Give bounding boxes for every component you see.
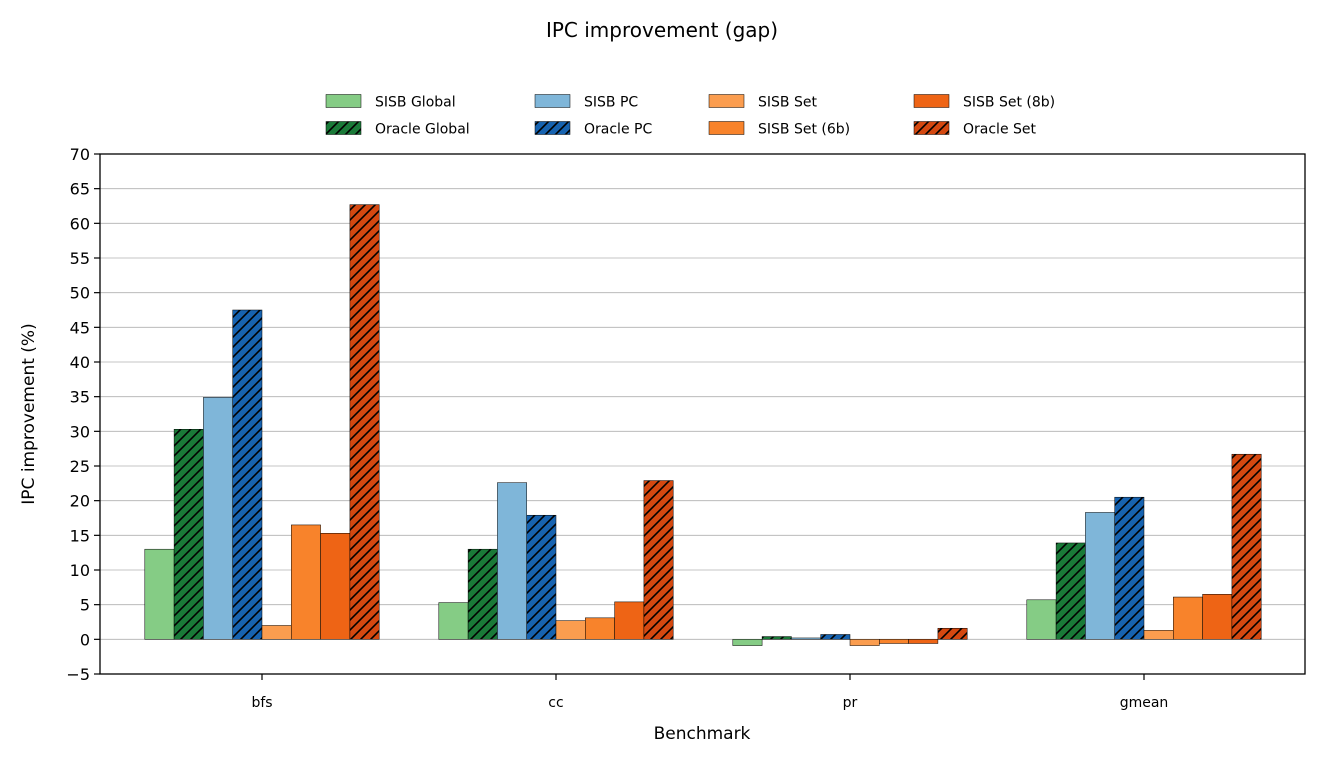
bar bbox=[261, 625, 292, 640]
legend-entry: Oracle Set bbox=[913, 121, 1037, 138]
legend-swatch-hatch bbox=[914, 121, 949, 135]
chart-title: IPC improvement (gap) bbox=[546, 18, 778, 42]
bar-hatch bbox=[820, 634, 850, 640]
bar-hatch bbox=[762, 636, 792, 640]
bars bbox=[144, 204, 1262, 646]
bar-hatch bbox=[1231, 454, 1262, 640]
bar bbox=[1085, 512, 1115, 640]
legend-swatch-hatch bbox=[535, 121, 570, 135]
legend-label: SISB PC bbox=[584, 95, 638, 111]
bar bbox=[791, 637, 821, 640]
bar bbox=[849, 639, 880, 646]
bar bbox=[203, 397, 233, 640]
y-tick-label: −5 bbox=[66, 665, 90, 684]
y-tick-label: 0 bbox=[80, 630, 90, 649]
y-tick-label: 25 bbox=[70, 457, 90, 476]
legend-entry: SISB Set bbox=[708, 94, 817, 111]
legend-label: SISB Set (8b) bbox=[963, 95, 1055, 111]
y-tick-label: 5 bbox=[80, 596, 90, 615]
y-tick-label: 15 bbox=[70, 526, 90, 545]
bar bbox=[438, 602, 469, 640]
legend-swatch bbox=[534, 94, 571, 108]
x-axis: bfs cc pr gmean bbox=[251, 674, 1168, 711]
y-tick-label: 10 bbox=[70, 561, 90, 580]
legend-label: SISB Set (6b) bbox=[758, 122, 850, 138]
bar bbox=[879, 639, 909, 644]
legend-label: Oracle Global bbox=[375, 122, 470, 138]
bar bbox=[1202, 594, 1233, 640]
y-tick-label: 35 bbox=[70, 388, 90, 407]
y-tick-label: 60 bbox=[70, 214, 90, 233]
plot-frame bbox=[99, 153, 1306, 675]
y-axis: −5 0 5 10 15 20 25 30 35 40 45 50 55 60 65 70 bbox=[66, 145, 100, 684]
legend-entry: Oracle Global bbox=[325, 121, 470, 138]
bar bbox=[585, 617, 615, 640]
y-tick-label: 65 bbox=[70, 180, 90, 199]
bar bbox=[1173, 596, 1203, 640]
x-tick-label: gmean bbox=[1120, 695, 1169, 711]
legend-entry: SISB Set (8b) bbox=[913, 94, 1055, 111]
bar-hatch bbox=[174, 429, 204, 640]
y-tick-label: 20 bbox=[70, 492, 90, 511]
bar-hatch bbox=[232, 310, 262, 640]
legend-label: Oracle PC bbox=[584, 122, 652, 138]
y-tick-label: 30 bbox=[70, 422, 90, 441]
legend-swatch bbox=[913, 94, 950, 108]
bar-hatch bbox=[643, 480, 674, 640]
legend: SISB Global Oracle Global SISB PC Oracle PC… bbox=[325, 94, 1055, 138]
bar bbox=[555, 620, 586, 640]
legend-swatch bbox=[708, 94, 745, 108]
y-tick-label: 40 bbox=[70, 353, 90, 372]
y-tick-label: 55 bbox=[70, 249, 90, 268]
legend-entry: SISB Global bbox=[325, 94, 456, 111]
bar bbox=[1143, 630, 1174, 640]
bar bbox=[1026, 599, 1057, 640]
legend-swatch-hatch bbox=[326, 121, 361, 135]
legend-label: SISB Global bbox=[375, 95, 456, 111]
legend-label: SISB Set bbox=[758, 95, 817, 111]
y-tick-label: 45 bbox=[70, 318, 90, 337]
legend-label: Oracle Set bbox=[963, 122, 1037, 138]
bar bbox=[144, 548, 175, 640]
x-tick-label: bfs bbox=[251, 695, 272, 711]
bar bbox=[291, 524, 321, 640]
legend-swatch bbox=[708, 121, 745, 135]
bar-hatch bbox=[468, 549, 498, 640]
legend-entry: SISB Set (6b) bbox=[708, 121, 850, 138]
bar bbox=[732, 639, 763, 646]
bar-hatch bbox=[937, 628, 968, 640]
bar bbox=[497, 482, 527, 640]
bar-hatch bbox=[526, 515, 556, 640]
legend-swatch bbox=[325, 94, 362, 108]
bar-hatch bbox=[1056, 542, 1086, 640]
bar bbox=[908, 639, 939, 644]
y-axis-label: IPC improvement (%) bbox=[19, 323, 39, 504]
bar bbox=[320, 533, 351, 640]
bar-hatch bbox=[1114, 497, 1144, 640]
x-axis-label: Benchmark bbox=[654, 724, 751, 744]
y-tick-label: 70 bbox=[70, 145, 90, 164]
bar bbox=[614, 601, 645, 640]
x-tick-label: pr bbox=[843, 695, 858, 711]
y-tick-label: 50 bbox=[70, 284, 90, 303]
legend-entry: SISB PC bbox=[534, 94, 638, 111]
bar-hatch bbox=[349, 204, 380, 640]
legend-entry: Oracle PC bbox=[534, 121, 652, 138]
x-tick-label: cc bbox=[548, 695, 563, 711]
